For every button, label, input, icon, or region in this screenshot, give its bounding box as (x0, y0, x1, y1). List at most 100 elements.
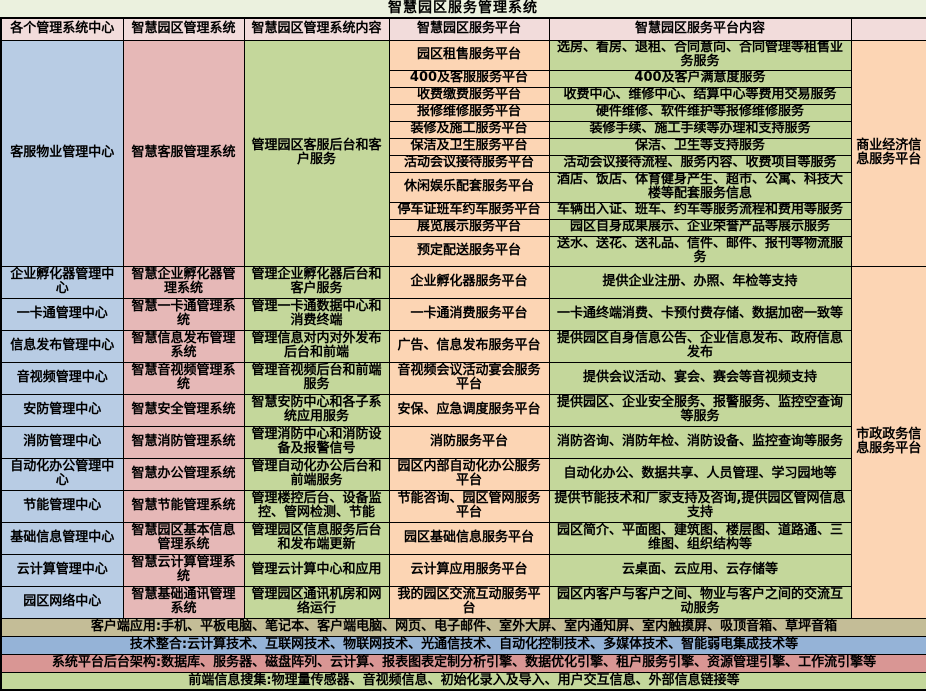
cell-service-platform: 园区租售服务平台 (388, 39, 550, 71)
footer-cell-3: 前端信息搜集:物理量传感器、音视频信息、初始化录入及导入、用户交互信息、外部信息… (0, 671, 926, 691)
cell-system-content: 管理消防中心和消防设备及报警信号 (243, 425, 390, 459)
cell-system-content: 管理云计算中心和应用 (243, 553, 390, 587)
cell-service-platform: 园区基础信息服务平台 (388, 521, 550, 555)
footer-row: 系统平台后台架构:数据库、服务器、磁盘阵列、云计算、报表图表定制分析引擎、数据优… (0, 653, 926, 673)
cell-service-platform: 消防服务平台 (388, 425, 550, 459)
cell-service-platform-content: 硬件维修、软件维护等报修维修服务 (548, 103, 852, 122)
table-row: 信息发布管理中心 智慧信息发布管理系统 管理信息对内对外发布后台和前端 广告、信息发布… (0, 329, 926, 363)
cell-service-platform: 广告、信息发布服务平台 (388, 329, 550, 363)
cell-service-platform-content: 提供节能技术和厂家支持及咨询,提供园区管网信息支持 (548, 489, 852, 523)
cell-service-platform-content: 装修手续、施工手续等办理和支持服务 (548, 120, 852, 139)
cell-system-content: 管理楼控后台、设备监控、管网检测、节能 (243, 489, 390, 523)
cell-service-platform-content: 收费中心、维修中心、结算中心等费用交易服务 (548, 86, 852, 105)
cell-service-platform-content: 保洁、卫生等支持服务 (548, 137, 852, 156)
cell-system-content: 管理园区客服后台和客户服务 (243, 39, 390, 267)
header-cell-centers: 各个管理系统中心 (0, 17, 124, 41)
cell-service-platform: 休闲娱乐配套服务平台 (388, 171, 550, 203)
cell-service-platform: 400及客服服务平台 (388, 69, 550, 88)
cell-service-platform-content: 消防咨询、消防年检、消防设备、监控查询等服务 (548, 425, 852, 459)
table-row: 基础信息管理中心 智慧园区基本信息管理系统 管理园区信息服务后台和发布端更新 园区基础… (0, 521, 926, 555)
cell-service-platform: 装修及施工服务平台 (388, 120, 550, 139)
cell-management-system: 智慧企业孵化器管理系统 (122, 265, 245, 299)
footer-cell-1: 技术整合:云计算技术、互联网技术、物联网技术、光通信技术、自动化控制技术、多媒体… (0, 635, 926, 655)
cell-service-platform-content: 园区自身成果展示、企业荣誉产品等展示服务 (548, 218, 852, 237)
cell-management-system: 智慧云计算管理系统 (122, 553, 245, 587)
cell-service-platform-content: 一卡通终端消费、卡预付费存储、数据加密一致等 (548, 297, 852, 331)
cell-management-system: 智慧安全管理系统 (122, 393, 245, 427)
header-cell-platform-content: 智慧园区服务平台内容 (548, 17, 852, 41)
cell-service-platform: 预定配送服务平台 (388, 235, 550, 267)
cell-service-platform: 停车证班车约车服务平台 (388, 201, 550, 220)
cell-management-center: 园区网络中心 (0, 585, 124, 619)
cell-management-system: 智慧园区基本信息管理系统 (122, 521, 245, 555)
header-cell-platforms: 智慧园区服务平台 (388, 17, 550, 41)
cell-service-platform: 节能咨询、园区管网服务平台 (388, 489, 550, 523)
cell-service-platform: 园区内部自动化办公服务平台 (388, 457, 550, 491)
cell-management-system: 智慧节能管理系统 (122, 489, 245, 523)
cell-management-system: 智慧信息发布管理系统 (122, 329, 245, 363)
cell-system-content: 智慧安防中心和各子系统应用服务 (243, 393, 390, 427)
cell-service-platform: 展览展示服务平台 (388, 218, 550, 237)
cell-service-platform: 企业孵化器服务平台 (388, 265, 550, 299)
header-row: 各个管理系统中心 智慧园区管理系统 智慧园区管理系统内容 智慧园区服务平台 智慧… (0, 17, 926, 41)
cell-system-content: 管理园区信息服务后台和发布端更新 (243, 521, 390, 555)
cell-management-center: 信息发布管理中心 (0, 329, 124, 363)
cell-service-platform-content: 园区简介、平面图、建筑图、楼层图、道路通、三维图、组织结构等 (548, 521, 852, 555)
table-row: 云计算管理中心 智慧云计算管理系统 管理云计算中心和应用 云计算应用服务平台 云桌面、云… (0, 553, 926, 587)
cell-right-group-municipal: 市政政务信息服务平台 (850, 265, 926, 619)
table-row: 报修维修服务平台 硬件维修、软件维护等报修维修服务 (1, 103, 926, 122)
cell-management-system: 智慧基础通讯管理系统 (122, 585, 245, 619)
smart-park-table: 各个管理系统中心 智慧园区管理系统 智慧园区管理系统内容 智慧园区服务平台 智慧… (0, 17, 926, 691)
table-row: 园区网络中心 智慧基础通讯管理系统 管理园区通讯机房和网络运行 我的园区交流互动服务平… (0, 585, 926, 619)
cell-service-platform: 安保、应急调度服务平台 (388, 393, 550, 427)
cell-service-platform-content: 选房、看房、退租、合同意向、合同管理等租售业务服务 (548, 39, 852, 71)
table-row: 安防管理中心 智慧安全管理系统 智慧安防中心和各子系统应用服务 安保、应急调度服务平台… (0, 393, 926, 427)
cell-service-platform-content: 提供企业注册、办照、年检等支持 (548, 265, 852, 299)
cell-service-platform-content: 酒店、饭店、体育健身产生、超市、公寓、科技大楼等配套服务信息 (548, 171, 852, 203)
table-row: 休闲娱乐配套服务平台 酒店、饭店、体育健身产生、超市、公寓、科技大楼等配套服务信息 (1, 171, 926, 203)
cell-service-platform-content: 车辆出入证、班车、约车等服务流程和费用等服务 (548, 201, 852, 220)
cell-service-platform: 我的园区交流互动服务平台 (388, 585, 550, 619)
table-row: 收费缴费服务平台 收费中心、维修中心、结算中心等费用交易服务 (1, 86, 926, 105)
footer-row: 前端信息搜集:物理量传感器、音视频信息、初始化录入及导入、用户交互信息、外部信息… (0, 671, 926, 691)
cell-service-platform: 云计算应用服务平台 (388, 553, 550, 587)
cell-service-platform: 音视频会议活动宴会服务平台 (388, 361, 550, 395)
cell-system-content: 管理园区通讯机房和网络运行 (243, 585, 390, 619)
cell-management-system: 智慧消防管理系统 (122, 425, 245, 459)
cell-management-system: 智慧一卡通管理系统 (122, 297, 245, 331)
header-cell-systems: 智慧园区管理系统 (122, 17, 245, 41)
cell-system-content: 管理信息对内对外发布后台和前端 (243, 329, 390, 363)
cell-service-platform-content: 提供园区自身信息公告、企业信息发布、政府信息发布 (548, 329, 852, 363)
table-row: 节能管理中心 智慧节能管理系统 管理楼控后台、设备监控、管网检测、节能 节能咨询、园区… (0, 489, 926, 523)
cell-management-center: 安防管理中心 (0, 393, 124, 427)
cell-system-content: 管理一卡通数据中心和消费终端 (243, 297, 390, 331)
cell-management-center: 一卡通管理中心 (0, 297, 124, 331)
cell-service-platform-content: 提供园区、企业安全服务、报警服务、监控空查询等服务 (548, 393, 852, 427)
cell-service-platform: 收费缴费服务平台 (388, 86, 550, 105)
table-row: 一卡通管理中心 智慧一卡通管理系统 管理一卡通数据中心和消费终端 一卡通消费服务平台一… (0, 297, 926, 331)
footer-cell-0: 客户端应用:手机、平板电脑、笔记本、客户端电脑、网页、电子邮件、室外大屏、室内通… (0, 617, 926, 637)
cell-management-center: 基础信息管理中心 (0, 521, 124, 555)
cell-service-platform-content: 提供会议活动、宴会、赛会等音视频支持 (548, 361, 852, 395)
cell-management-center: 消防管理中心 (0, 425, 124, 459)
cell-service-platform-content: 活动会议接待流程、服务内容、收费项目等服务 (548, 154, 852, 173)
cell-service-platform-content: 园区内客户与客户之间、物业与客户之间的交流互动服务 (548, 585, 852, 619)
cell-system-content: 管理音视频后台和前端服务 (243, 361, 390, 395)
table-row: 展览展示服务平台 园区自身成果展示、企业荣誉产品等展示服务 (1, 218, 926, 237)
table-row: 客服物业管理中心 智慧客服管理系统 管理园区客服后台和客户服务 园区租售服务平台 选房、… (0, 39, 926, 267)
table-row: 自动化办公管理中心 智慧办公管理系统 管理自动化办公后台和前端服务 园区内部自动化办公… (0, 457, 926, 491)
footer-row: 技术整合:云计算技术、互联网技术、物联网技术、光通信技术、自动化控制技术、多媒体… (0, 635, 926, 655)
cell-management-center: 客服物业管理中心 (0, 39, 124, 267)
footer-row: 客户端应用:手机、平板电脑、笔记本、客户端电脑、网页、电子邮件、室外大屏、室内通… (0, 617, 926, 637)
table-row: 活动会议接待服务平台 活动会议接待流程、服务内容、收费项目等服务 (1, 154, 926, 173)
table-row: 消防管理中心 智慧消防管理系统 管理消防中心和消防设备及报警信号 消防服务平台 消防咨询… (0, 425, 926, 459)
cell-system-content: 管理企业孵化器后台和客户服务 (243, 265, 390, 299)
cell-service-platform: 保洁及卫生服务平台 (388, 137, 550, 156)
cell-service-platform-content: 自动化办公、数据共享、人员管理、学习园地等 (548, 457, 852, 491)
cell-right-group-business: 商业经济信息服务平台 (850, 39, 926, 267)
cell-management-center: 节能管理中心 (0, 489, 124, 523)
cell-management-center: 企业孵化器管理中心 (0, 265, 124, 299)
cell-management-system: 智慧音视频管理系统 (122, 361, 245, 395)
table-row: 企业孵化器管理中心 智慧企业孵化器管理系统 管理企业孵化器后台和客户服务 企业孵化器服… (0, 265, 926, 619)
cell-management-center: 云计算管理中心 (0, 553, 124, 587)
